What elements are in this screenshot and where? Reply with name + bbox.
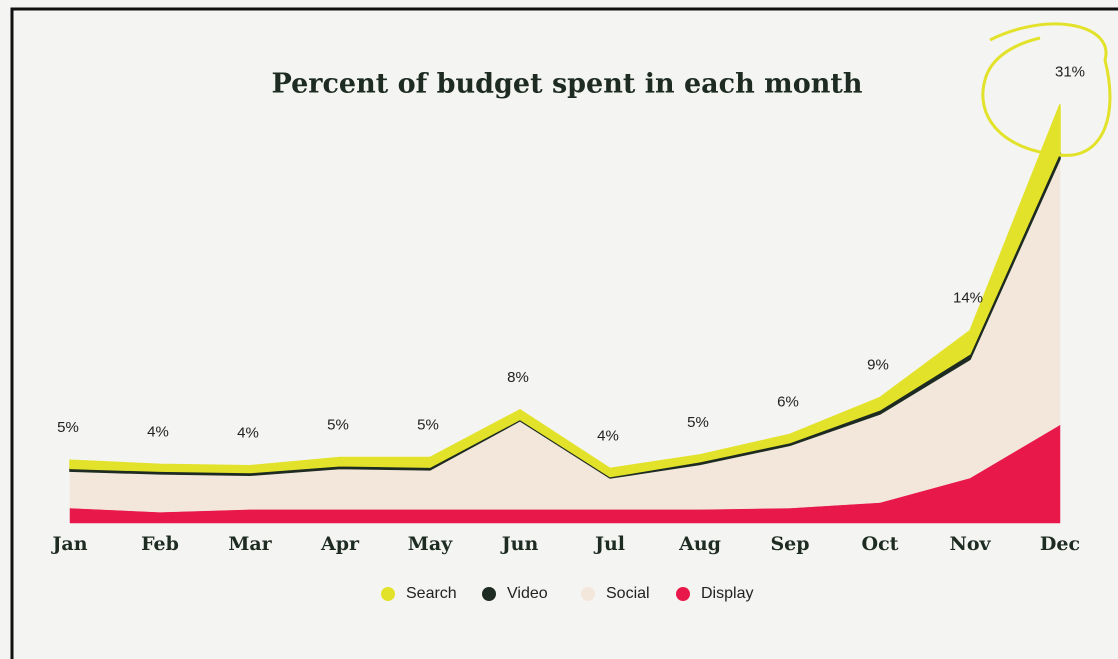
total-label: 5%	[417, 417, 439, 434]
total-label: 9%	[867, 357, 889, 374]
legend-swatch	[581, 587, 595, 601]
highlight-circle	[981, 22, 1112, 157]
area-search	[69, 104, 1061, 478]
x-tick-label: May	[408, 533, 453, 555]
legend-label: Social	[606, 585, 650, 602]
x-tick-label: Apr	[320, 533, 360, 555]
plot	[69, 104, 1061, 524]
legend-swatch	[381, 587, 395, 601]
total-label: 31%	[1055, 63, 1085, 80]
total-label: 4%	[147, 423, 169, 440]
x-tick-label: Nov	[949, 533, 991, 555]
x-tick-label: Jul	[593, 533, 625, 555]
x-tick-label: Aug	[678, 533, 721, 555]
x-tick-label: Feb	[141, 533, 179, 555]
total-label: 8%	[507, 369, 529, 386]
legend-label: Video	[507, 585, 548, 602]
total-label: 5%	[327, 417, 349, 434]
legend-swatch	[482, 587, 496, 601]
x-tick-label: Sep	[770, 533, 809, 555]
x-tick-label: Oct	[862, 533, 899, 555]
total-label: 5%	[57, 419, 79, 436]
x-tick-label: Jan	[50, 533, 87, 555]
total-label: 4%	[597, 427, 619, 444]
total-label: 6%	[777, 393, 799, 410]
total-label: 4%	[237, 425, 259, 442]
x-tick-label: Mar	[228, 533, 272, 555]
legend-label: Display	[701, 585, 753, 602]
chart-title: Percent of budget spent in each month	[272, 69, 863, 100]
x-tick-label: Dec	[1040, 533, 1080, 555]
total-label: 5%	[687, 414, 709, 431]
x-tick-label: Jun	[500, 533, 539, 555]
legend-label: Search	[406, 585, 457, 602]
total-label: 14%	[953, 290, 983, 307]
legend-swatch	[676, 587, 690, 601]
frame	[10, 7, 1118, 659]
